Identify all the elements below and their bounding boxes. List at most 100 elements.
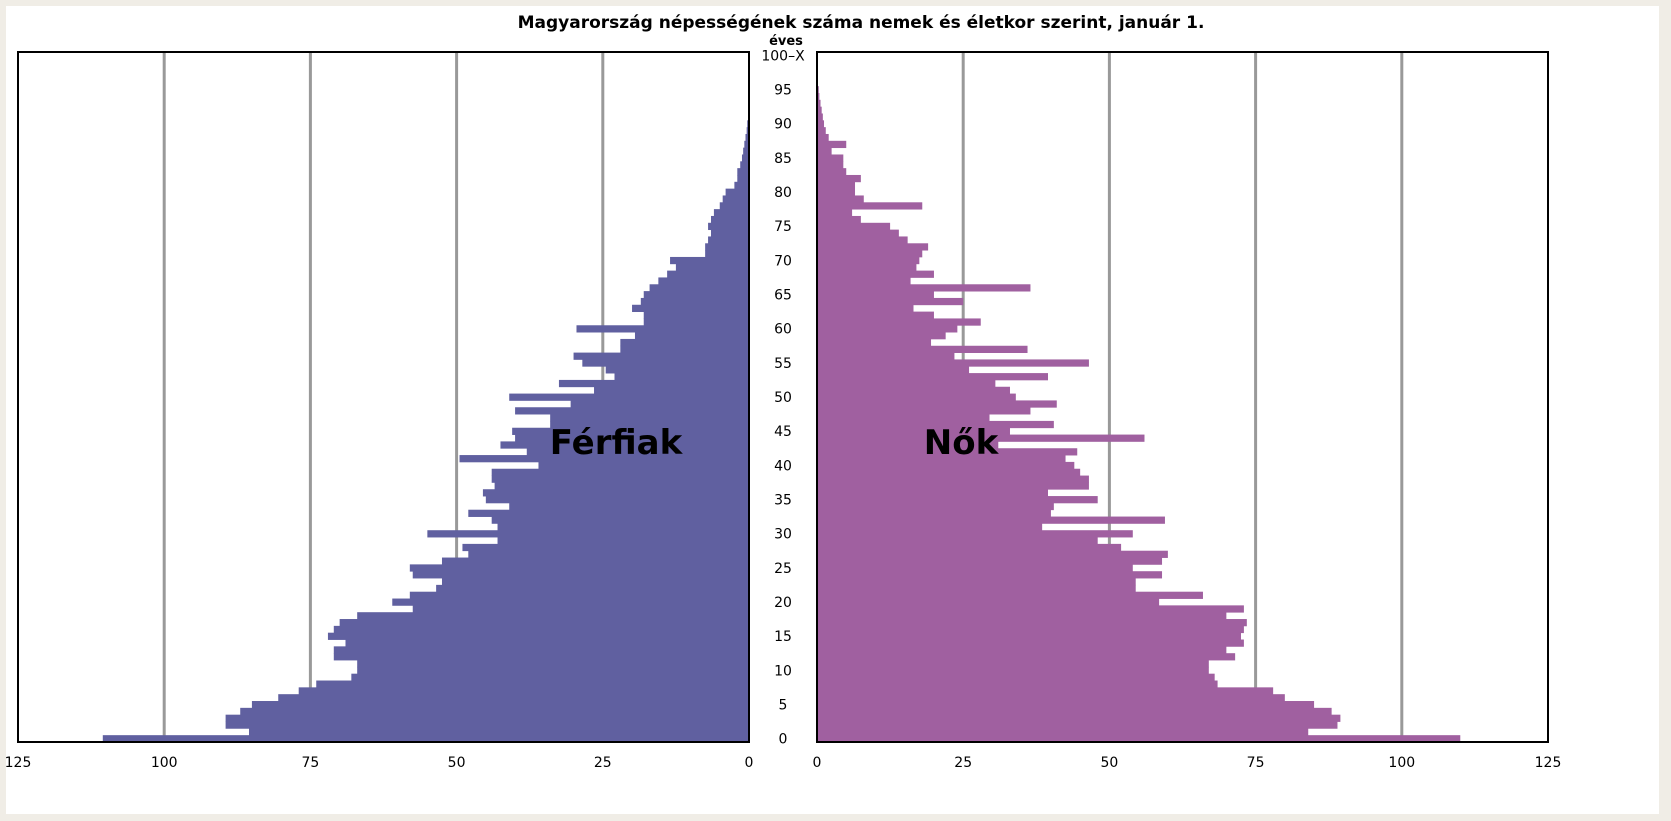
age-tick-75: 75: [774, 219, 792, 235]
female-bar-age-28: [817, 543, 1122, 552]
female-bar-age-41: [817, 455, 1066, 463]
female-bar-age-48: [817, 407, 1031, 415]
male-bar-age-37: [494, 482, 749, 490]
female-bar-age-11: [817, 660, 1209, 668]
female-bar-age-53: [817, 373, 1048, 381]
female-bar-age-46: [817, 420, 1054, 429]
x-tick-left-125: 125: [6, 755, 31, 771]
x-tick-left-75: 75: [301, 755, 319, 771]
female-bar-age-73: [817, 236, 908, 244]
male-bar-age-54: [605, 366, 749, 374]
female-bar-age-24: [817, 571, 1163, 579]
female-bar-age-27: [817, 550, 1168, 558]
female-bar-age-0: [817, 735, 1461, 743]
female-bar-age-91: [817, 113, 823, 121]
female-bar-age-21: [817, 591, 1203, 599]
female-bar-age-58: [817, 338, 932, 347]
male-bar-age-73: [708, 236, 749, 244]
age-tick-15: 15: [774, 629, 792, 645]
female-bar-age-66: [817, 284, 1031, 292]
female-bar-age-89: [817, 127, 826, 135]
male-bar-age-74: [710, 229, 749, 237]
x-tick-right-75: 75: [1247, 755, 1265, 771]
female-bar-age-35: [817, 496, 1098, 504]
male-bar-age-75: [708, 222, 749, 231]
male-bar-age-89: [746, 127, 749, 135]
male-bar-age-30: [427, 530, 749, 538]
female-bar-age-56: [817, 352, 955, 360]
male-bar-age-40: [538, 461, 749, 470]
female-bar-age-83: [817, 168, 847, 176]
male-bar-age-61: [643, 318, 749, 326]
age-tick-50: 50: [774, 390, 792, 406]
male-bar-age-3: [225, 714, 749, 722]
male-bar-age-46: [550, 420, 749, 429]
male-bar-age-67: [658, 277, 749, 285]
male-bar-age-63: [632, 304, 749, 313]
male-bar-age-2: [225, 721, 749, 729]
female-bar-age-84: [817, 161, 844, 169]
female-bar-age-20: [817, 598, 1160, 606]
male-bar-age-34: [509, 502, 749, 511]
right-panel-frame: [816, 51, 1549, 743]
x-tick-left-0: 0: [745, 755, 754, 771]
male-bar-age-80: [725, 188, 749, 196]
male-bar-age-83: [737, 168, 749, 176]
female-bar-age-85: [817, 154, 844, 162]
male-bar-age-26: [441, 557, 749, 565]
male-bar-age-60: [576, 325, 749, 333]
female-bar-age-33: [817, 509, 1051, 517]
male-bar-age-53: [614, 373, 749, 381]
female-bar-age-7: [817, 687, 1274, 695]
female-bar-age-87: [817, 140, 847, 149]
male-bar-age-20: [392, 598, 749, 606]
female-bar-age-59: [817, 332, 946, 340]
female-bar-age-68: [817, 270, 934, 278]
male-bar-age-59: [634, 332, 749, 340]
male-bar-age-22: [436, 584, 749, 593]
male-bar-age-23: [441, 578, 749, 586]
female-bar-age-37: [817, 482, 1089, 490]
male-bar-age-65: [643, 291, 749, 299]
female-bar-age-65: [817, 291, 934, 299]
female-bar-age-44: [817, 434, 1145, 442]
male-bar-age-10: [357, 666, 749, 675]
male-bar-age-6: [278, 694, 749, 702]
age-tick-90: 90: [774, 117, 792, 133]
female-bar-age-69: [817, 263, 917, 272]
male-bar-age-11: [357, 660, 749, 668]
female-bar-age-93: [817, 99, 821, 108]
male-bar-age-68: [667, 270, 749, 278]
male-bar-age-55: [582, 359, 749, 367]
female-bar-age-1: [817, 728, 1309, 736]
male-bar-age-9: [351, 673, 749, 681]
female-bar-age-14: [817, 639, 1244, 647]
age-tick-40: 40: [774, 458, 792, 474]
female-bar-age-49: [817, 400, 1057, 408]
age-tick-80: 80: [774, 185, 792, 201]
age-tick-95: 95: [774, 83, 792, 99]
female-bar-age-13: [817, 646, 1227, 654]
female-bar-age-64: [817, 297, 964, 306]
male-bar-age-39: [491, 468, 749, 476]
age-tick-65: 65: [774, 288, 792, 304]
female-bar-age-54: [817, 366, 970, 374]
x-tick-left-50: 50: [448, 755, 466, 771]
male-bar-age-71: [705, 250, 749, 258]
female-bar-age-45: [817, 427, 1010, 435]
male-bar-age-77: [713, 209, 749, 217]
age-tick-55: 55: [774, 356, 792, 372]
value-tick-labels: 125 100 75 50 25 0 0 25 50 75 100 125: [6, 755, 1561, 771]
age-tick-60: 60: [774, 322, 792, 338]
male-bar-age-24: [412, 571, 749, 579]
age-tick-0: 0: [779, 732, 788, 748]
female-bar-age-77: [817, 209, 853, 217]
male-bar-age-25: [409, 564, 749, 572]
male-bar-age-49: [570, 400, 749, 408]
male-bar-age-0: [102, 735, 749, 743]
female-bars: [817, 86, 1461, 743]
female-bar-age-2: [817, 721, 1338, 729]
male-bar-age-88: [745, 133, 749, 142]
male-bar-age-17: [339, 619, 749, 627]
x-tick-left-100: 100: [151, 755, 178, 771]
